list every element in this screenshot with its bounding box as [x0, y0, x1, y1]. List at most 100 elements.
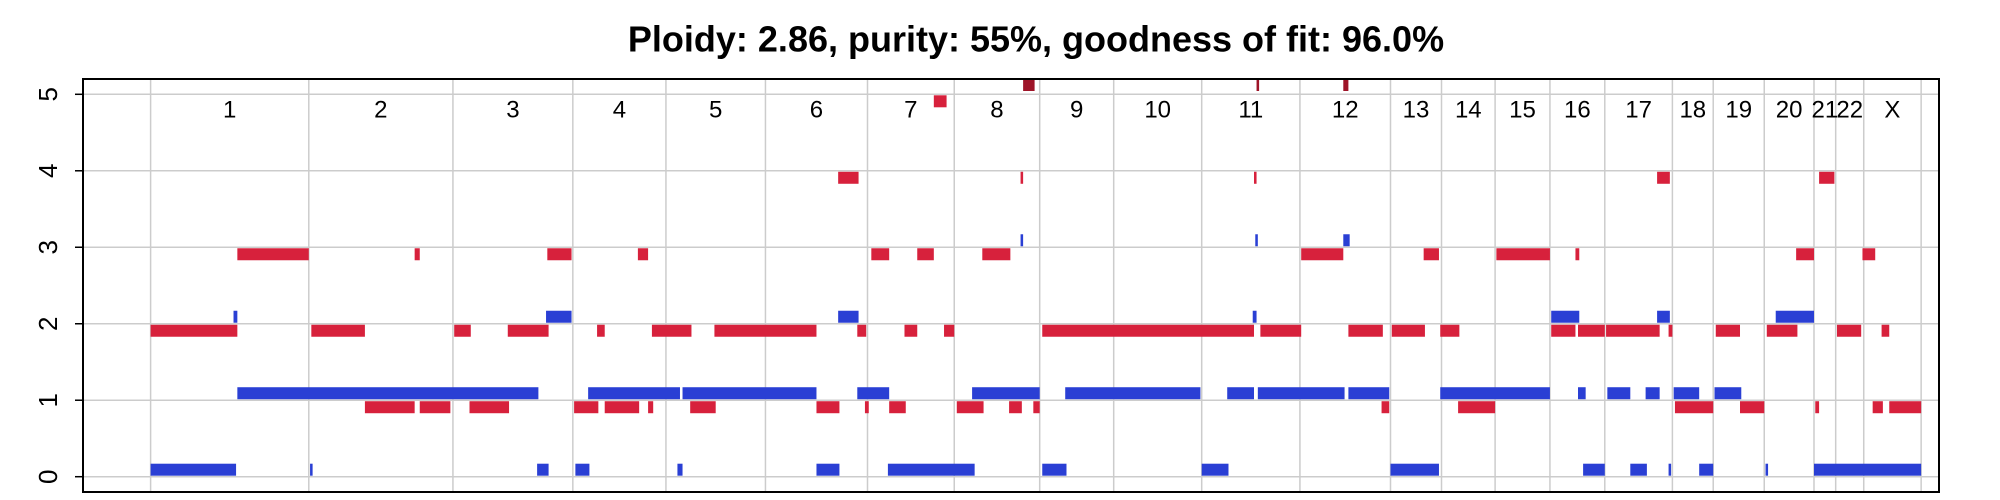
- chromosome-label: 8: [990, 96, 1003, 123]
- chromosome-label: 9: [1070, 96, 1083, 123]
- segment: [1775, 310, 1814, 323]
- chromosome-label: 1: [223, 96, 236, 123]
- segment: [1020, 234, 1024, 247]
- segment: [1575, 248, 1580, 261]
- chromosome-label: 18: [1679, 96, 1706, 123]
- segment: [1256, 79, 1260, 91]
- chromosome-label: 15: [1509, 96, 1536, 123]
- chromosome-label: 2: [374, 96, 387, 123]
- segment: [1381, 401, 1390, 414]
- y-tick-label: 3: [33, 240, 63, 254]
- segment: [150, 463, 237, 476]
- segment: [1813, 463, 1922, 476]
- segment: [1551, 324, 1576, 337]
- chromosome-label: 20: [1776, 96, 1803, 123]
- segment: [1348, 387, 1390, 400]
- segment: [1343, 79, 1349, 91]
- segment: [648, 401, 654, 414]
- chromosome-label: 14: [1455, 96, 1482, 123]
- segment: [469, 401, 510, 414]
- segment: [546, 310, 572, 323]
- segment: [838, 310, 859, 323]
- segment: [574, 401, 599, 414]
- segment: [1423, 248, 1439, 261]
- segment: [537, 463, 549, 476]
- segment: [1607, 387, 1631, 400]
- segment: [1578, 324, 1605, 337]
- segment: [507, 324, 549, 337]
- segment: [1815, 401, 1820, 414]
- segment: [816, 463, 840, 476]
- chromosome-label: 12: [1332, 96, 1359, 123]
- segment: [1872, 401, 1883, 414]
- chromosome-label: 4: [613, 96, 626, 123]
- segment: [1606, 324, 1660, 337]
- segment: [857, 387, 890, 400]
- segment: [1796, 248, 1814, 261]
- y-tick-label: 0: [33, 469, 63, 483]
- chromosome-label: 10: [1144, 96, 1171, 123]
- segment: [414, 248, 420, 261]
- segment: [419, 401, 451, 414]
- segment: [1391, 324, 1425, 337]
- segment: [690, 401, 716, 414]
- chromosome-label: 17: [1625, 96, 1652, 123]
- segment: [1496, 248, 1550, 261]
- plot-frame: [82, 78, 1940, 493]
- segment: [1260, 324, 1302, 337]
- segment: [1440, 324, 1460, 337]
- chromosome-label: 21: [1811, 96, 1838, 123]
- segment: [1668, 463, 1672, 476]
- segment: [1390, 463, 1439, 476]
- segment: [714, 324, 817, 337]
- chromosome-label: 6: [810, 96, 823, 123]
- segment: [1042, 324, 1255, 337]
- y-tick-label: 5: [33, 87, 63, 101]
- segment: [1714, 387, 1742, 400]
- chromosome-label: 22: [1836, 96, 1863, 123]
- segment: [1715, 324, 1741, 337]
- segment: [1252, 310, 1257, 323]
- segment: [1889, 401, 1922, 414]
- segment: [682, 387, 817, 400]
- segment: [904, 324, 918, 337]
- segment: [972, 387, 1040, 400]
- chromosome-label: 3: [506, 96, 519, 123]
- segment: [1023, 79, 1035, 91]
- segment: [1668, 324, 1673, 337]
- segment: [1657, 310, 1670, 323]
- segment: [1033, 401, 1040, 414]
- segment: [1765, 463, 1769, 476]
- segment: [1699, 463, 1714, 476]
- segment: [1862, 248, 1876, 261]
- segment: [1657, 171, 1670, 184]
- segment: [1583, 463, 1605, 476]
- segment: [1301, 248, 1344, 261]
- segment: [1255, 234, 1258, 247]
- y-tick-label: 4: [33, 164, 63, 178]
- chromosome-label: 16: [1564, 96, 1591, 123]
- segment: [1065, 387, 1201, 400]
- segment: [816, 401, 840, 414]
- segment: [1227, 387, 1255, 400]
- segment: [1674, 401, 1714, 414]
- segment: [1819, 171, 1835, 184]
- segment: [1673, 387, 1700, 400]
- chromosome-label: X: [1884, 96, 1900, 123]
- chromosome-label: 19: [1725, 96, 1752, 123]
- segment: [1881, 324, 1890, 337]
- segment: [311, 324, 365, 337]
- segment: [150, 324, 238, 337]
- segment: [889, 401, 906, 414]
- segment: [887, 463, 975, 476]
- grid: [75, 79, 1939, 492]
- segment: [1348, 324, 1383, 337]
- segment: [1740, 401, 1765, 414]
- segment: [1254, 171, 1257, 184]
- segment: [1551, 310, 1580, 323]
- segment: [1343, 234, 1350, 247]
- segment: [933, 95, 947, 108]
